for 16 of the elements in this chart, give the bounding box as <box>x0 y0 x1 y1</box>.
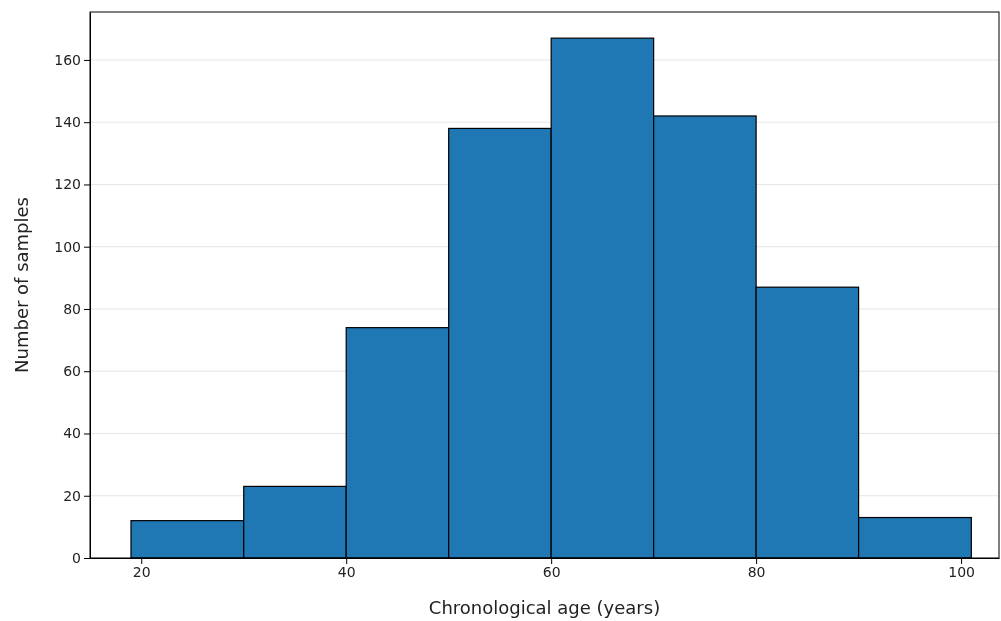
x-tick-label: 100 <box>948 563 975 580</box>
y-tick-label: 80 <box>63 300 81 317</box>
x-tick-label: 80 <box>747 563 766 580</box>
y-tick-label: 160 <box>54 51 81 68</box>
y-tick-label: 140 <box>54 114 81 131</box>
x-tick-label: 60 <box>542 563 561 580</box>
y-tick-label: 60 <box>63 363 81 380</box>
x-tick-label: 40 <box>337 563 356 580</box>
y-axis-title: Number of samples <box>11 197 32 373</box>
y-tick-label: 40 <box>63 425 81 442</box>
x-axis-title: Chronological age (years) <box>428 597 661 618</box>
x-tick-label: 20 <box>132 563 151 580</box>
y-tick-label: 0 <box>72 549 81 566</box>
y-tick-label: 120 <box>54 176 81 193</box>
y-tick-label: 20 <box>63 487 81 504</box>
y-tick-label: 100 <box>54 238 81 255</box>
